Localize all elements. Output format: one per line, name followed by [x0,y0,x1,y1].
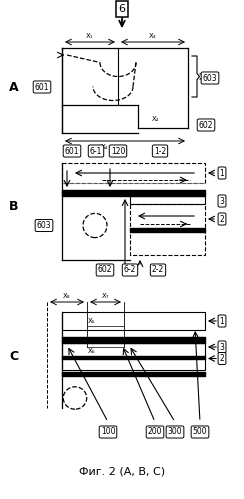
Text: C: C [10,350,19,363]
Text: X₇: X₇ [102,293,109,299]
Text: 2: 2 [220,215,224,224]
Text: 1: 1 [220,169,224,178]
Text: A: A [9,80,19,93]
Text: 2: 2 [220,354,224,363]
Text: 601: 601 [65,147,79,156]
Text: 100: 100 [101,428,115,437]
Text: 602: 602 [98,265,112,274]
Text: 6-1: 6-1 [90,147,102,156]
Bar [62,312,205,330]
Text: X₃: X₃ [149,33,157,39]
Text: 602: 602 [199,120,213,130]
Text: 3: 3 [220,197,224,206]
Text: X₁: X₁ [86,33,94,39]
Text: 603: 603 [37,221,51,230]
Text: X₄: X₄ [101,144,109,150]
Text: 300: 300 [168,428,182,437]
Bar [62,163,205,183]
Text: 6: 6 [119,4,125,14]
Text: 603: 603 [203,73,217,82]
Text: 200: 200 [148,428,162,437]
Text: 1: 1 [220,316,224,325]
Text: Фиг. 2 (А, В, C): Фиг. 2 (А, В, C) [79,467,165,477]
Text: 120: 120 [111,147,125,156]
Bar [130,196,205,204]
Text: X₂: X₂ [152,116,160,122]
Bar [130,204,205,255]
Text: 1-2: 1-2 [154,147,166,156]
Text: 3: 3 [220,342,224,351]
Text: 6-2: 6-2 [124,265,136,274]
Text: B: B [9,201,19,214]
Text: X₅: X₅ [88,318,96,324]
Text: 500: 500 [193,428,207,437]
Text: X₆: X₆ [88,348,96,354]
Text: X₈: X₈ [63,293,71,299]
Text: 601: 601 [35,82,49,91]
Text: 2-2: 2-2 [152,265,164,274]
Bar [62,343,205,370]
